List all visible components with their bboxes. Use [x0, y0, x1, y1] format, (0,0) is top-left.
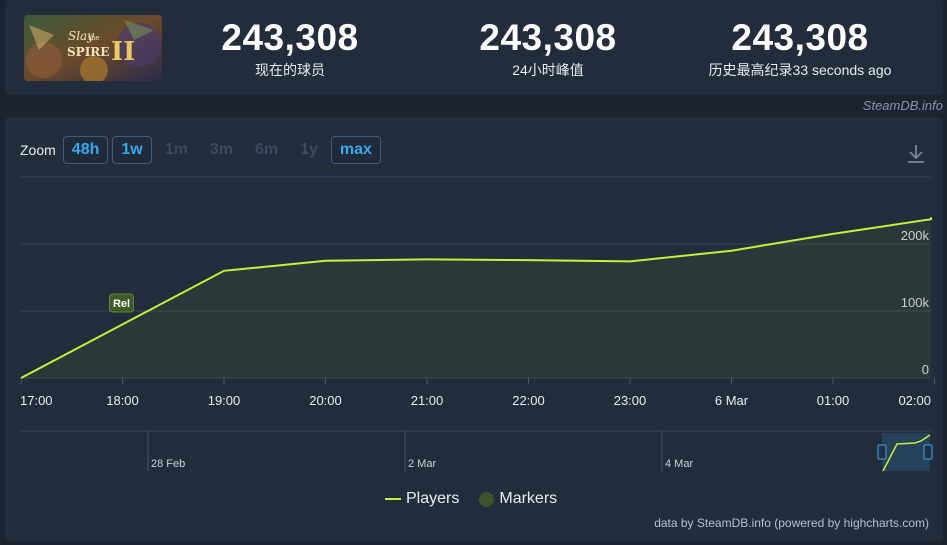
zoom-1w-button[interactable]: 1w: [112, 136, 152, 164]
x-tick-label: 21:00: [411, 393, 444, 408]
navigator-right-handle: [923, 444, 933, 460]
legend-players[interactable]: Players: [385, 490, 459, 508]
navigator-left-handle: [877, 444, 887, 460]
legend-line-swatch: [385, 498, 401, 500]
zoom-48h-button[interactable]: 48h: [62, 136, 109, 164]
steamdb-credit[interactable]: SteamDB.info: [862, 98, 943, 113]
y-tick-label: 0: [922, 362, 929, 377]
x-axis-ticks: 17:00 18:00 19:00 20:00 21:00 22:00 23:00 6 Mar…: [20, 378, 935, 408]
chart-panel: Zoom 48h 1w 1m 3m 6m 1y max 0 100k 200k 17…: [5, 117, 943, 541]
zoom-6m-button[interactable]: 6m: [254, 141, 279, 158]
marker-flag-bg: [109, 293, 134, 313]
marker-flag-rel: Rel: [109, 293, 134, 313]
navigator: 28 Feb 2 Mar 4 Mar: [21, 430, 933, 472]
stat-value: 243,308: [731, 17, 869, 58]
legend-label: Markers: [499, 490, 558, 507]
navigator-selection: [882, 433, 930, 471]
x-tick-label: 19:00: [208, 393, 241, 408]
stats-panel: Slay the SPIRE II 243,308 现在的球员 243,308 …: [5, 0, 943, 95]
svg-text:II: II: [111, 37, 135, 67]
stat-24h-peak: 243,308 24小时峰值: [448, 18, 648, 80]
legend-markers[interactable]: Markers: [479, 490, 557, 508]
players-area: [21, 217, 931, 378]
legend-dot-swatch: [479, 491, 495, 507]
zoom-max-button[interactable]: max: [330, 136, 381, 164]
stat-label: 历史最高纪录33 seconds ago: [708, 62, 892, 78]
stat-current-players: 243,308 现在的球员: [190, 18, 390, 80]
players-series-line: [20, 217, 932, 379]
player-chart[interactable]: 0 100k 200k 17:00 18:00 19:00 20:00 21:00 22:00…: [5, 117, 943, 541]
zoom-1y-button[interactable]: 1y: [300, 141, 318, 158]
x-tick-label: 20:00: [309, 393, 342, 408]
stat-label: 现在的球员: [255, 62, 325, 78]
y-tick-label: 100k: [901, 295, 930, 310]
legend-label: Players: [406, 490, 460, 507]
x-tick-label: 01:00: [817, 393, 850, 408]
zoom-3m-button[interactable]: 3m: [209, 141, 233, 158]
navigator-tick-label: 28 Feb: [151, 458, 185, 470]
navigator-series-line: [882, 434, 931, 472]
x-tick-label: 17:00: [20, 393, 53, 408]
svg-text:Slay: Slay: [68, 29, 94, 43]
x-tick-label: 23:00: [614, 393, 647, 408]
highcharts-credit[interactable]: data by SteamDB.info (powered by highcha…: [654, 516, 929, 530]
y-tick-label: 200k: [901, 228, 930, 243]
navigator-tick-label: 4 Mar: [665, 458, 693, 470]
svg-text:SPIRE: SPIRE: [67, 45, 109, 59]
zoom-1m-button[interactable]: 1m: [164, 141, 188, 158]
stat-value: 243,308: [221, 17, 359, 58]
x-tick-label: 18:00: [106, 393, 139, 408]
stat-all-time-peak: 243,308 历史最高纪录33 seconds ago: [695, 18, 905, 80]
x-tick-label: 22:00: [512, 393, 545, 408]
game-header-image[interactable]: Slay the SPIRE II: [24, 15, 162, 81]
navigator-tick-label: 2 Mar: [408, 458, 436, 470]
chart-gridlines: [21, 176, 930, 379]
marker-flags: Rel: [109, 293, 134, 313]
x-tick-label: 6 Mar: [715, 393, 749, 408]
marker-flag-label: Rel: [113, 298, 130, 310]
y-axis-ticks: 0 100k 200k: [901, 228, 930, 377]
zoom-label: Zoom: [20, 142, 56, 158]
download-icon[interactable]: [906, 143, 926, 170]
stat-value: 243,308: [479, 17, 617, 58]
chart-legend: Players Markers: [385, 490, 577, 508]
stat-label: 24小时峰值: [512, 62, 584, 78]
x-tick-label: 02:00: [898, 393, 931, 408]
svg-text:the: the: [88, 34, 99, 42]
zoom-controls: Zoom 48h 1w 1m 3m 6m 1y max: [20, 136, 385, 164]
